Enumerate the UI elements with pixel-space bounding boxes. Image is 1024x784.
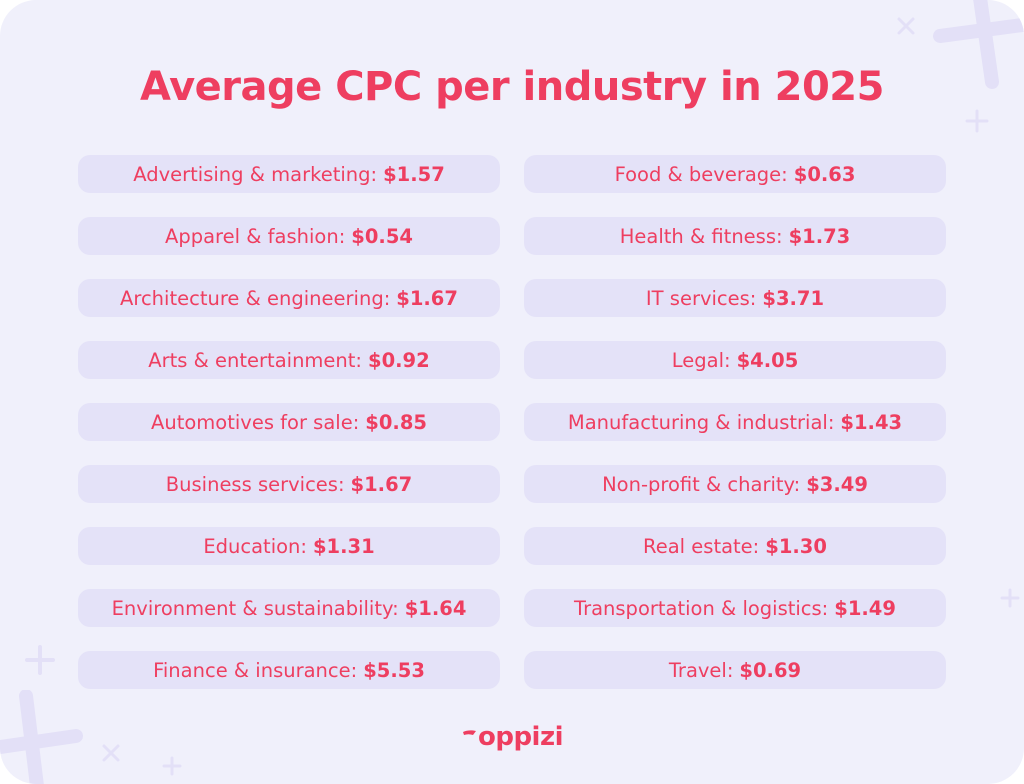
logo-text: oppizi	[477, 722, 564, 752]
small-x-decoration-icon	[895, 15, 917, 37]
industry-label: Apparel & fashion:	[165, 224, 346, 248]
industry-label: IT services:	[645, 286, 757, 310]
industry-cpc-pill: Manufacturing & industrial: $1.43	[524, 403, 946, 441]
industry-cpc-pill: Arts & entertainment: $0.92	[78, 341, 500, 379]
industry-cpc-pill: Environment & sustainability: $1.64	[78, 589, 500, 627]
page-title: Average CPC per industry in 2025	[140, 64, 884, 110]
cpc-value: $3.71	[762, 286, 825, 310]
industry-cpc-pill: Finance & insurance: $5.53	[78, 651, 500, 689]
cpc-value: $1.64	[404, 596, 467, 620]
small-plus-decoration-icon	[1000, 588, 1020, 608]
small-plus-decoration-icon	[24, 644, 56, 676]
industry-cpc-pill: IT services: $3.71	[524, 279, 946, 317]
cpc-value: $1.49	[834, 596, 896, 620]
industry-cpc-pill: Advertising & marketing: $1.57	[78, 155, 500, 193]
industry-label: Finance & insurance:	[153, 658, 358, 682]
industry-label: Non-profit & charity:	[602, 472, 801, 496]
industry-label: Business services:	[165, 472, 345, 496]
industry-cpc-pill: Transportation & logistics: $1.49	[524, 589, 946, 627]
small-plus-decoration-icon	[964, 108, 990, 134]
cpc-value: $0.92	[368, 348, 430, 372]
industry-cpc-pill: Legal: $4.05	[524, 341, 946, 379]
industry-label: Manufacturing & industrial:	[567, 410, 835, 434]
industry-cpc-pill: Apparel & fashion: $0.54	[78, 217, 500, 255]
cpc-value: $0.69	[739, 658, 802, 682]
cpc-value: $1.31	[312, 534, 375, 558]
industry-label: Travel:	[668, 658, 734, 682]
cpc-value: $1.67	[350, 472, 413, 496]
cpc-value: $0.63	[793, 162, 856, 186]
cpc-value: $1.57	[383, 162, 445, 186]
cpc-value: $3.49	[806, 472, 868, 496]
industry-label: Legal:	[671, 348, 731, 372]
cross-decoration-icon	[0, 690, 90, 784]
industry-label: Advertising & marketing:	[133, 162, 378, 186]
cpc-value: $4.05	[736, 348, 799, 372]
industry-cpc-pill: Non-profit & charity: $3.49	[524, 465, 946, 503]
small-x-decoration-icon	[100, 742, 122, 764]
cpc-value: $1.67	[396, 286, 458, 310]
logo-mark-icon	[461, 722, 477, 752]
cpc-value: $1.73	[788, 224, 851, 248]
industry-label: Health & fitness:	[619, 224, 783, 248]
cpc-value: $5.53	[363, 658, 425, 682]
industry-cpc-pill: Business services: $1.67	[78, 465, 500, 503]
industry-cpc-pill: Automotives for sale: $0.85	[78, 403, 500, 441]
cross-decoration-icon	[930, 0, 1024, 90]
industry-label: Arts & entertainment:	[148, 348, 363, 372]
left-industry-column: Advertising & marketing: $1.57 Apparel & f…	[78, 155, 500, 689]
cpc-value: $0.85	[365, 410, 427, 434]
industry-cpc-pill: Education: $1.31	[78, 527, 500, 565]
industry-label: Education:	[203, 534, 307, 558]
industry-label: Transportation & logistics:	[574, 596, 829, 620]
cpc-value: $1.43	[840, 410, 903, 434]
cpc-value: $0.54	[351, 224, 413, 248]
industry-label: Real estate:	[643, 534, 760, 558]
industry-cpc-pill: Real estate: $1.30	[524, 527, 946, 565]
oppizi-logo: oppizi	[0, 722, 1024, 752]
industry-cpc-pill: Travel: $0.69	[524, 651, 946, 689]
industry-label: Food & beverage:	[614, 162, 788, 186]
industry-cpc-pill: Food & beverage: $0.63	[524, 155, 946, 193]
industry-label: Architecture & engineering:	[120, 286, 391, 310]
industry-label: Environment & sustainability:	[111, 596, 399, 620]
right-industry-column: Food & beverage: $0.63 Health & fitness: $1…	[524, 155, 946, 689]
cpc-value: $1.30	[765, 534, 827, 558]
industry-label: Automotives for sale:	[151, 410, 360, 434]
industry-cpc-pill: Health & fitness: $1.73	[524, 217, 946, 255]
industry-cpc-pill: Architecture & engineering: $1.67	[78, 279, 500, 317]
small-plus-decoration-icon	[162, 756, 182, 776]
